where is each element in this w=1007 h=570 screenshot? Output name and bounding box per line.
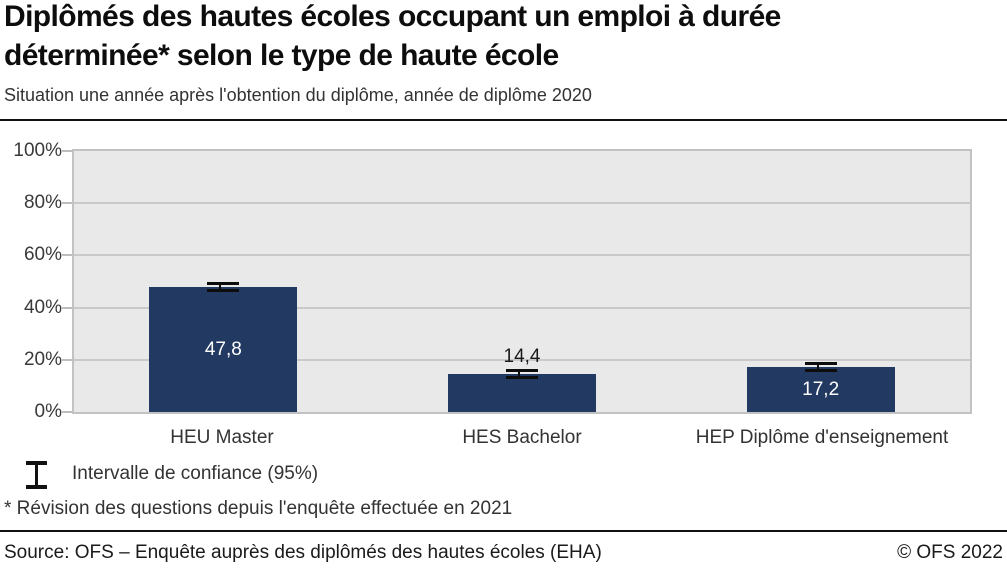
plot-area: 47,8 14,4 17,2 <box>72 149 972 414</box>
error-bar <box>207 282 240 293</box>
y-axis-tick-label: 20% <box>23 348 62 370</box>
x-axis-category-label: HEU Master <box>170 427 274 448</box>
y-axis-tick-label: 80% <box>23 192 62 214</box>
y-axis-tick-mark <box>62 150 72 152</box>
legend-label: Intervalle de confiance (95%) <box>72 463 319 484</box>
error-bar <box>804 362 837 373</box>
y-axis-tick-mark <box>62 358 72 361</box>
bar-3 <box>746 367 895 412</box>
bar-value-label: 17,2 <box>802 378 840 400</box>
error-bar-stem <box>816 365 819 370</box>
bar-2 <box>448 374 596 412</box>
source-text: Source: OFS – Enquête auprès des diplômé… <box>4 542 602 563</box>
y-axis-tick-mark <box>62 202 72 205</box>
header-divider <box>0 119 1007 121</box>
y-axis-tick-mark <box>62 254 72 257</box>
gridline <box>74 254 970 257</box>
y-axis-tick-mark <box>62 411 72 413</box>
y-axis-tick-mark <box>62 306 72 309</box>
gridline <box>74 202 970 205</box>
gridline <box>74 358 970 361</box>
gridline <box>74 306 970 309</box>
bar-value-label: 47,8 <box>204 338 242 360</box>
page-title-line-1: Diplômés des hautes écoles occupant un e… <box>4 0 781 33</box>
x-axis-category-label: HEP Diplôme d'enseignement <box>695 427 949 448</box>
page-title: Diplômés des hautes écoles occupant un e… <box>4 0 781 75</box>
page-title-line-2: déterminée* selon le type de haute école <box>4 39 559 72</box>
page-subtitle: Situation une année après l'obtention du… <box>4 85 592 105</box>
error-bar-icon <box>26 461 47 489</box>
copyright-text: © OFS 2022 <box>897 542 1003 563</box>
bar-1 <box>149 287 298 412</box>
footnote: * Révision des questions depuis l'enquêt… <box>4 498 513 519</box>
error-bar-stem <box>518 372 520 377</box>
y-axis-tick-label: 40% <box>23 296 62 318</box>
y-axis-tick-label: 100% <box>13 140 62 161</box>
error-bar <box>506 369 538 380</box>
error-bar-stem <box>219 285 222 290</box>
y-axis-tick-label: 0% <box>34 401 62 422</box>
x-axis-category-label: HES Bachelor <box>462 427 582 448</box>
footer-divider <box>0 530 1007 532</box>
error-bar-icon-stem <box>35 465 38 485</box>
bar-value-label: 14,4 <box>503 346 541 368</box>
y-axis-tick-label: 60% <box>23 244 62 266</box>
